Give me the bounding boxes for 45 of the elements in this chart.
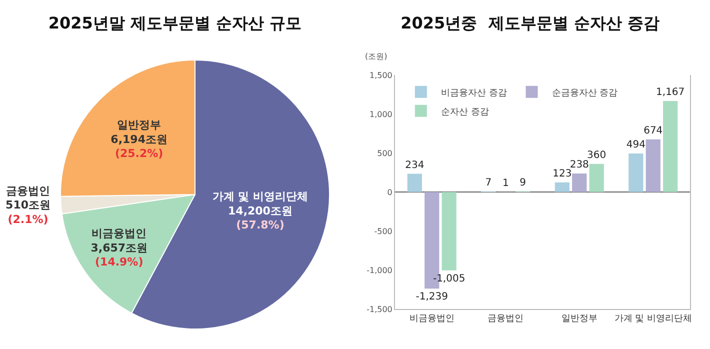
data-label: 234 — [405, 160, 424, 171]
bar — [442, 192, 456, 270]
y-tick-label: -1,500 — [366, 304, 392, 314]
bar — [663, 100, 678, 192]
x-tick-label: 가계 및 비영리단체 — [614, 314, 692, 324]
bar — [407, 174, 422, 192]
data-label: 123 — [552, 168, 572, 180]
data-label: 3,657조원 (14.9%) — [90, 241, 148, 269]
slice-label: 비금융법인 — [92, 226, 147, 240]
bar — [589, 164, 604, 192]
y-axis-title: (조원) — [365, 52, 388, 61]
x-tick-label: 비금융법인 — [409, 314, 454, 324]
data-label: -1,005 — [432, 273, 466, 284]
slice-label: 금융법인 — [6, 184, 50, 198]
data-label: 238 — [570, 159, 589, 170]
chart-title: 2025년중 제도부문별 순자산 증감 — [400, 14, 660, 33]
data-label: 494 — [626, 139, 646, 150]
data-label: 510조원 (2.1%) — [6, 198, 51, 226]
slice-label: 일반정부 — [117, 118, 162, 132]
legend-label: 비금융자산 증감 — [440, 88, 507, 98]
legend-label: 순자산 증감 — [440, 107, 489, 118]
data-label: 14,200조원 (57.8%) — [228, 204, 292, 232]
chart-title: 2025년말 제도부문별 순자산 규모 — [48, 14, 302, 33]
data-label: 7 — [485, 177, 492, 188]
y-tick-label: 1,000 — [369, 110, 392, 119]
bar — [646, 139, 660, 192]
data-label: 360 — [587, 150, 606, 161]
data-label: 1 — [502, 178, 509, 189]
bar — [554, 182, 570, 192]
y-tick-label: -1,000 — [366, 266, 392, 275]
x-tick-label: 일반정부 — [561, 314, 598, 324]
bar — [572, 173, 587, 192]
data-label: 674 — [644, 125, 663, 136]
y-tick-label: 0 — [387, 188, 392, 197]
legend-label: 순금융자산 증감 — [552, 88, 618, 98]
data-label: 1,167 — [656, 86, 685, 98]
data-label: 9 — [520, 177, 526, 188]
y-tick-label: -500 — [374, 226, 392, 236]
x-tick-label: 금융법인 — [488, 314, 524, 324]
data-label: -1,239 — [416, 292, 448, 303]
y-tick-label: 500 — [377, 148, 392, 158]
y-tick-label: 1,500 — [369, 70, 392, 80]
data-label: 6,194조원 (25.2%) — [110, 132, 168, 160]
bar — [628, 153, 644, 192]
slice-label: 가계 및 비영리단체 — [212, 190, 308, 204]
